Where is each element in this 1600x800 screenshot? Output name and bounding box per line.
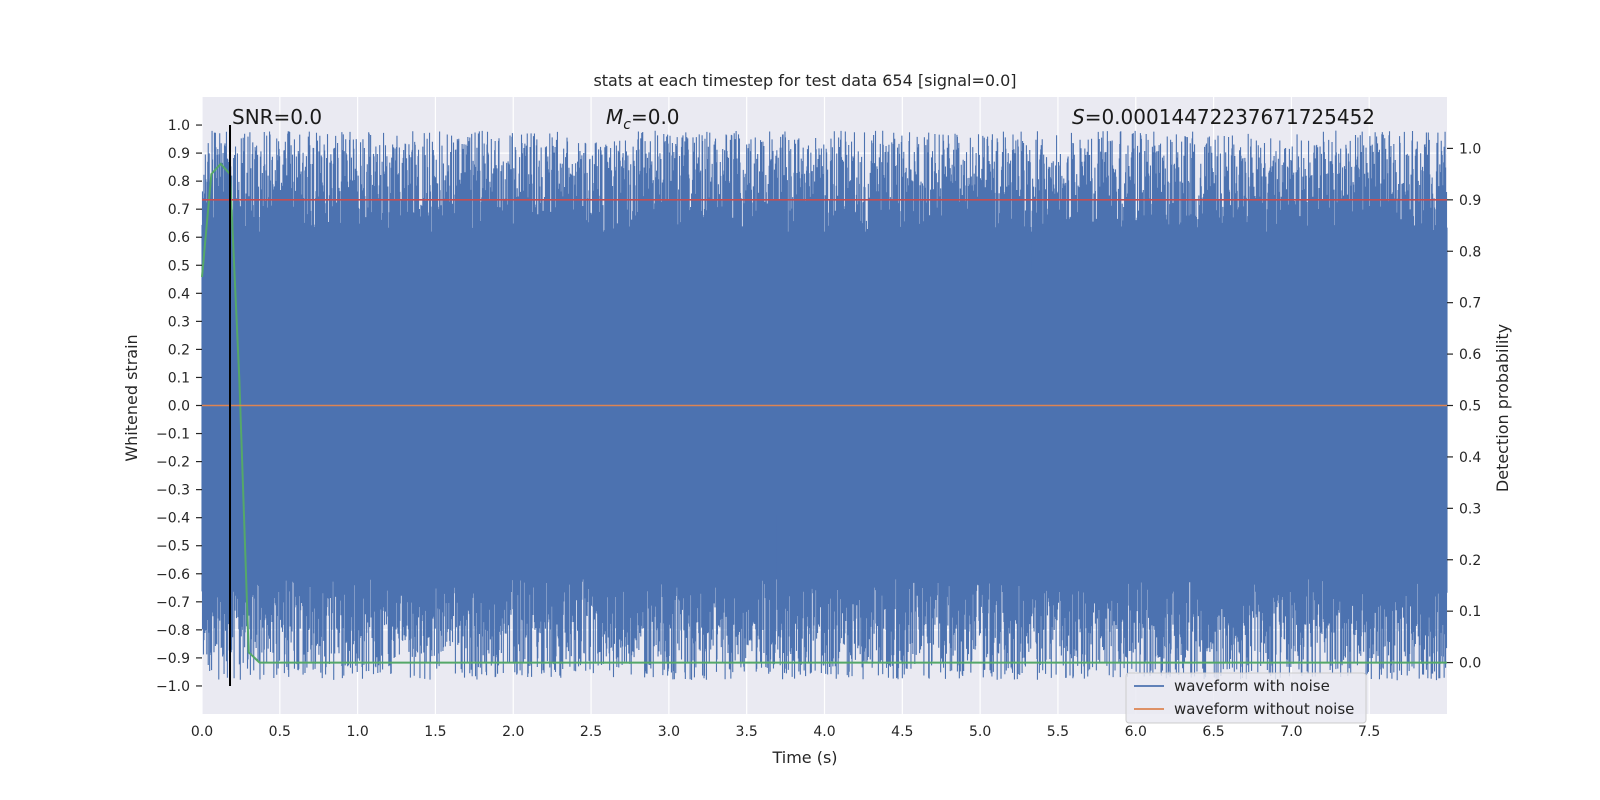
y-left-tick-label: 0.3 — [168, 314, 190, 330]
x-tick-label: 5.5 — [1047, 724, 1069, 740]
y-right-tick-label: 0.5 — [1459, 399, 1481, 415]
x-tick-label: 6.0 — [1125, 724, 1147, 740]
x-tick-label: 2.5 — [580, 724, 602, 740]
y-left-tick-label: −1.0 — [156, 679, 190, 695]
y-left-tick-label: −0.7 — [156, 595, 190, 611]
y-left-tick-label: 0.0 — [168, 399, 190, 415]
x-tick-label: 3.5 — [736, 724, 758, 740]
s-annotation: S=0.00014472237671725452 — [1072, 105, 1375, 129]
x-axis-label: Time (s) — [771, 748, 837, 767]
y-left-tick-label: 0.2 — [168, 342, 190, 358]
y-left-tick-label: −0.3 — [156, 483, 190, 499]
x-tick-label: 1.0 — [346, 724, 368, 740]
s-symbol: S — [1072, 105, 1085, 129]
x-tick-label: 7.5 — [1358, 724, 1380, 740]
y-left-tick-labels: 1.0 0.9 0.8 0.7 0.6 0.5 0.4 0.3 0.2 0.1 0.0 −0.1 −0.… — [156, 118, 202, 695]
y-right-tick-labels: 1.0 0.9 0.8 0.7 0.6 0.5 0.4 0.3 0.2 0.1 0.0 — [1447, 141, 1481, 672]
y-left-tick-label: 0.9 — [168, 146, 190, 162]
y-right-tick-label: 0.6 — [1459, 347, 1481, 363]
mc-subscript: c — [623, 117, 631, 133]
y-left-tick-label: −0.9 — [156, 651, 190, 667]
y-left-tick-label: −0.5 — [156, 539, 190, 555]
y-left-tick-label: 0.4 — [168, 286, 190, 302]
x-tick-label: 2.0 — [502, 724, 524, 740]
y-left-axis-label: Whitened strain — [122, 334, 141, 461]
y-left-tick-label: 0.8 — [168, 174, 190, 190]
y-right-tick-label: 0.8 — [1459, 244, 1481, 260]
legend-label-noise: waveform with noise — [1174, 677, 1330, 695]
y-left-tick-label: −0.1 — [156, 427, 190, 443]
s-value: =0.00014472237671725452 — [1085, 105, 1375, 129]
detection-probability-line — [201, 162, 1447, 664]
x-tick-label: 4.5 — [891, 724, 913, 740]
y-left-tick-label: 1.0 — [168, 118, 190, 134]
chirp-mass-annotation: Mc=0.0 — [606, 105, 680, 133]
y-left-tick-label: 0.1 — [168, 370, 190, 386]
y-right-tick-label: 0.9 — [1459, 193, 1481, 209]
y-right-axis-label: Detection probability — [1493, 324, 1512, 492]
y-left-tick-label: 0.7 — [168, 202, 190, 218]
snr-annotation: SNR=0.0 — [232, 105, 322, 129]
x-tick-label: 0.0 — [191, 724, 213, 740]
y-left-tick-label: 0.5 — [168, 258, 190, 274]
legend-label-clean: waveform without noise — [1174, 700, 1354, 718]
y-left-tick-label: −0.4 — [156, 511, 190, 527]
mc-value: =0.0 — [631, 105, 680, 129]
legend: waveform with noise waveform without noi… — [1125, 672, 1367, 724]
y-left-tick-label: −0.6 — [156, 567, 190, 583]
y-right-tick-label: 0.1 — [1459, 604, 1481, 620]
y-right-tick-label: 0.7 — [1459, 296, 1481, 312]
y-left-tick-label: 0.6 — [168, 230, 190, 246]
chart-title: stats at each timestep for test data 654… — [593, 71, 1016, 90]
x-tick-label: 4.0 — [813, 724, 835, 740]
x-tick-label: 7.0 — [1280, 724, 1302, 740]
y-right-tick-label: 0.4 — [1459, 450, 1481, 466]
y-left-tick-label: −0.2 — [156, 455, 190, 471]
y-right-tick-label: 0.3 — [1459, 501, 1481, 517]
noise-trace — [201, 130, 1448, 681]
x-tick-label: 5.0 — [969, 724, 991, 740]
x-tick-label: 0.5 — [269, 724, 291, 740]
y-right-tick-label: 0.2 — [1459, 553, 1481, 569]
x-tick-label: 1.5 — [424, 724, 446, 740]
x-tick-labels: 0.0 0.5 1.0 1.5 2.0 2.5 3.0 3.5 4.0 4.5 5.0 5.5 6.0 6… — [191, 724, 1380, 740]
y-left-tick-label: −0.8 — [156, 623, 190, 639]
mc-symbol: M — [606, 105, 623, 129]
x-tick-label: 3.0 — [658, 724, 680, 740]
legend-box — [1125, 672, 1367, 724]
y-right-tick-label: 1.0 — [1459, 141, 1481, 157]
x-tick-label: 6.5 — [1202, 724, 1224, 740]
y-right-tick-label: 0.0 — [1459, 656, 1481, 672]
